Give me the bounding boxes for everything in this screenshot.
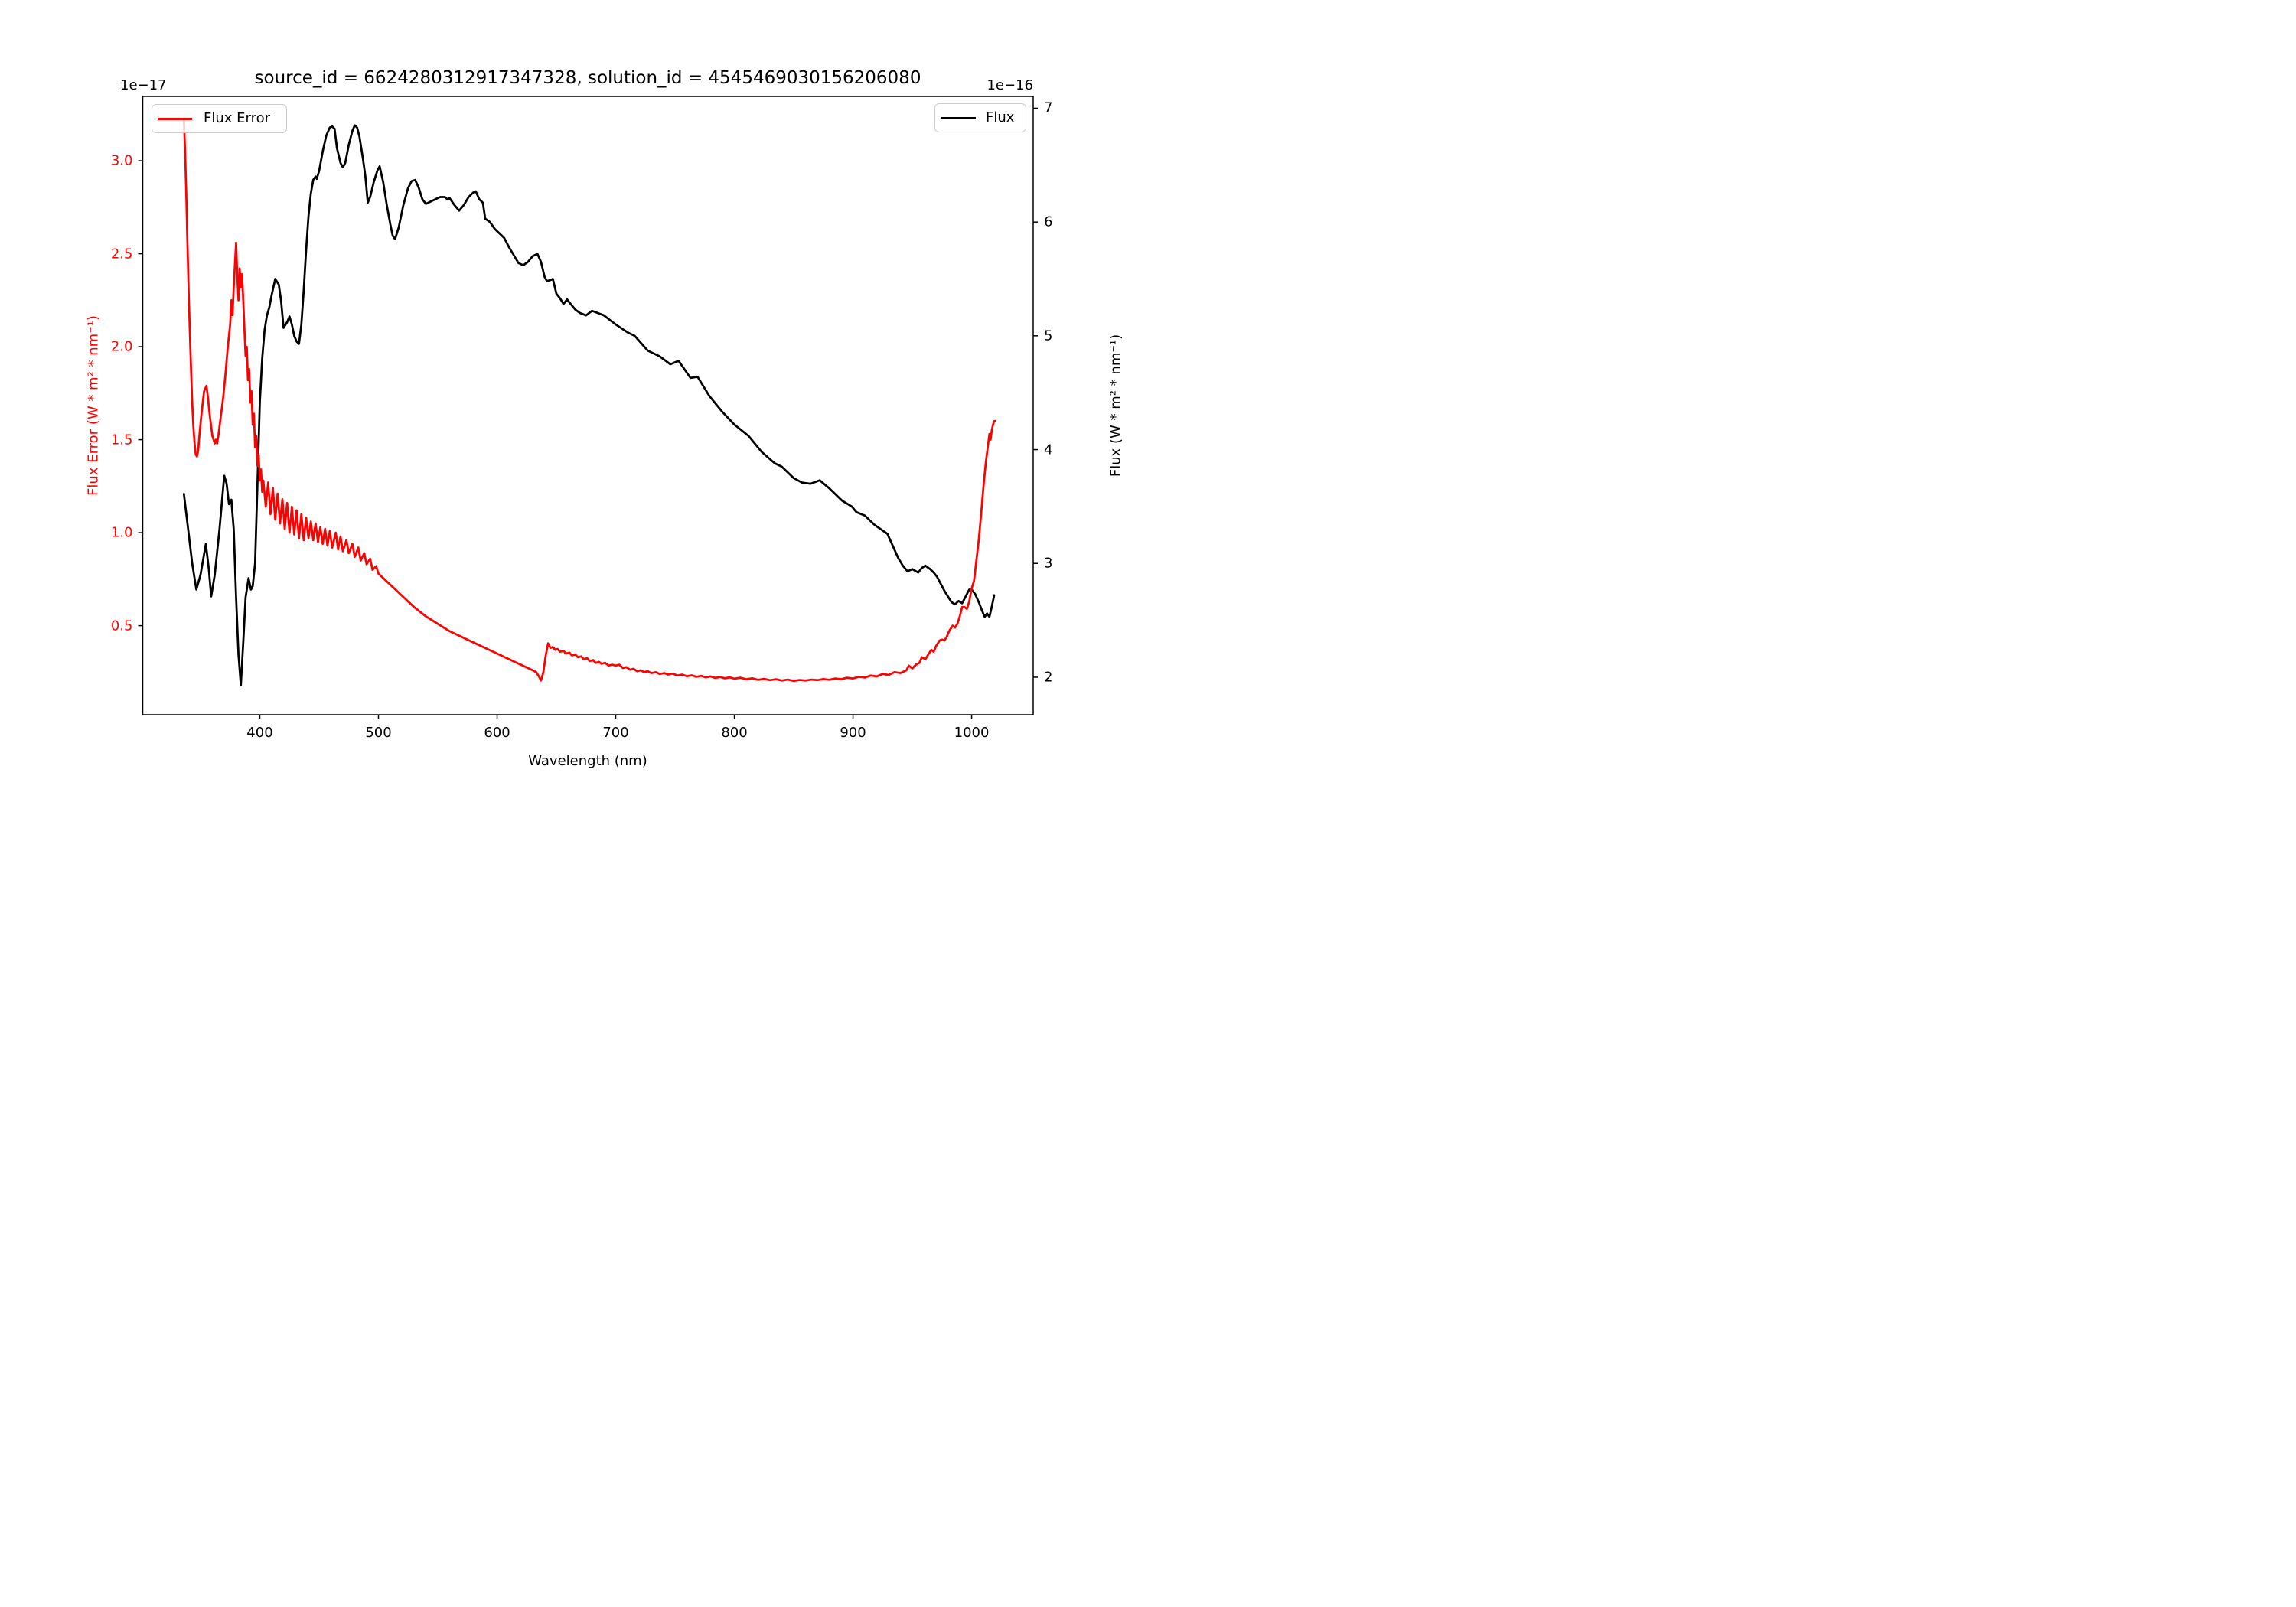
y-left-tick-label: 1.0 [110,524,133,541]
y-right-tick-label: 3 [1044,555,1053,572]
y-left-tick-label: 3.0 [110,152,133,169]
flux-error-curve [182,119,996,683]
y-left-tick-label: 2.0 [110,338,133,355]
figure: source_id = 6624280312917347328, solutio… [0,0,1148,804]
left-axis-label: Flux Error (W * m² * nm⁻¹) [85,315,102,496]
y-left-tick-label: 0.5 [110,618,133,634]
axis-tick-marks [138,107,1038,719]
legend-flux: Flux [934,103,1026,132]
y-left-tick-label: 1.5 [110,432,133,448]
x-tick-label: 700 [602,725,629,741]
flux-line-swatch [941,116,976,119]
page-title: source_id = 6624280312917347328, solutio… [254,68,921,88]
x-tick-label: 800 [721,725,748,741]
legend-flux-label: Flux [986,109,1015,125]
y-right-tick-label: 4 [1044,442,1053,458]
y-right-tick-label: 7 [1044,99,1053,116]
x-tick-label: 400 [246,725,273,741]
y-left-tick-label: 2.5 [110,246,133,262]
flux-error-line-swatch [158,117,192,120]
y-right-tick-label: 5 [1044,328,1053,344]
plot-frame [142,96,1034,715]
x-tick-label: 600 [484,725,510,741]
y-right-tick-label: 6 [1044,214,1053,230]
flux-curve [182,124,996,686]
legend-flux-error-label: Flux Error [204,110,271,126]
plot-area [138,96,1038,719]
x-axis-label: Wavelength (nm) [528,753,647,769]
legend-flux-error: Flux Error [152,104,287,133]
left-axis-offset-text: 1e−17 [120,77,167,93]
x-tick-label: 900 [840,725,866,741]
x-tick-label: 500 [365,725,392,741]
x-tick-label: 1000 [954,725,990,741]
y-right-tick-label: 2 [1044,669,1053,686]
right-axis-offset-text: 1e−16 [987,77,1033,93]
right-axis-label: Flux (W * m² * nm⁻¹) [1107,334,1124,478]
